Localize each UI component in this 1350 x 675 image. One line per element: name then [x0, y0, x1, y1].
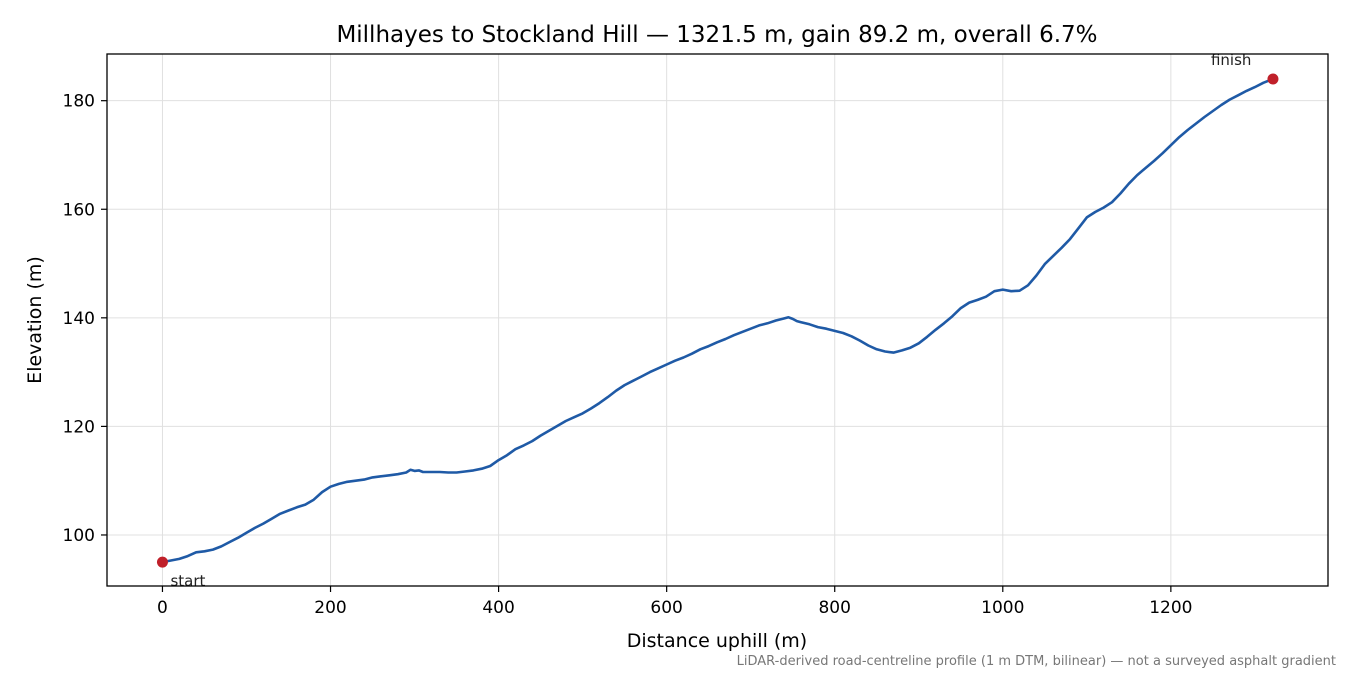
- start-marker: [156, 556, 168, 568]
- finish-marker: [1267, 73, 1279, 85]
- x-tick-label: 600: [650, 598, 682, 618]
- chart-footnote: LiDAR-derived road-centreline profile (1…: [737, 654, 1336, 669]
- x-tick-label: 0: [157, 598, 168, 618]
- plot-frame: [106, 53, 1329, 587]
- y-tick-label: 100: [63, 526, 95, 546]
- x-tick-label: 1200: [1149, 598, 1192, 618]
- y-tick-label: 180: [63, 92, 95, 112]
- axis-ticks: 0 200 400 600 800 1000 1200 100 120 140 160 180: [63, 92, 1193, 618]
- y-tick-label: 160: [63, 200, 95, 220]
- elevation-profile-line: [161, 77, 1275, 564]
- x-tick-label: 800: [818, 598, 850, 618]
- x-tick-label: 200: [314, 598, 346, 618]
- y-tick-label: 140: [63, 309, 95, 329]
- y-axis-label: Elevation (m): [24, 256, 46, 384]
- x-axis-label: Distance uphill (m): [627, 630, 807, 652]
- grid-lines: [107, 54, 1328, 586]
- x-tick-label: 400: [482, 598, 514, 618]
- y-tick-label: 120: [63, 417, 95, 437]
- finish-annotation: finish: [1211, 51, 1251, 69]
- start-annotation: start: [170, 572, 205, 590]
- chart-title: Millhayes to Stockland Hill — 1321.5 m, …: [336, 22, 1097, 48]
- x-tick-label: 1000: [981, 598, 1024, 618]
